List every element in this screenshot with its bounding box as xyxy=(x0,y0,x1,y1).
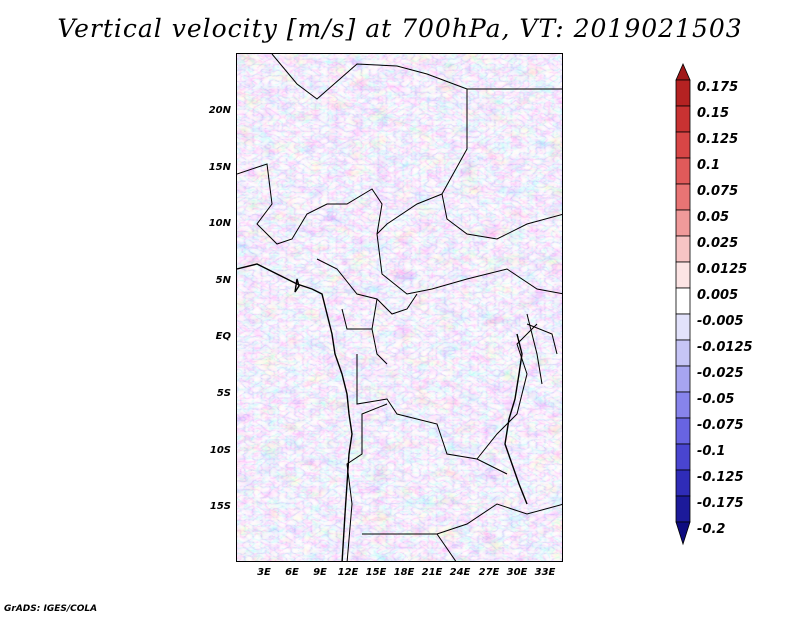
lon-tick-label: 33E xyxy=(534,567,556,578)
lon-tick-label: 3E xyxy=(257,567,271,578)
colorbar-segment xyxy=(675,391,691,419)
colorbar-segment xyxy=(675,209,691,237)
lat-tick-label: 15N xyxy=(208,162,231,173)
lat-tick-label: 5N xyxy=(215,275,231,286)
colorbar-segment xyxy=(675,261,691,289)
lon-tick-label: 30E xyxy=(506,567,528,578)
colorbar-label: -0.05 xyxy=(697,392,735,407)
colorbar-segment xyxy=(675,495,691,523)
lon-tick-label: 21E xyxy=(421,567,443,578)
vertical-velocity-field xyxy=(237,54,562,561)
colorbar-label: 0.0125 xyxy=(697,262,748,277)
lon-tick-label: 18E xyxy=(393,567,415,578)
colorbar-label: 0.075 xyxy=(697,184,739,199)
colorbar-label: -0.2 xyxy=(697,522,726,537)
colorbar-label: 0.005 xyxy=(697,288,739,303)
colorbar-label: 0.15 xyxy=(697,106,730,121)
colorbar-label: -0.175 xyxy=(697,496,744,511)
lon-tick-label: 9E xyxy=(313,567,327,578)
lon-tick-label: 12E xyxy=(337,567,359,578)
grads-credit: GrADS: IGES/COLA xyxy=(4,604,98,614)
colorbar-label: -0.1 xyxy=(697,444,726,459)
colorbar-segment xyxy=(675,443,691,471)
lon-tick-label: 6E xyxy=(285,567,299,578)
map-title: Vertical velocity [m/s] at 700hPa, VT: 2… xyxy=(57,14,743,43)
colorbar-segment xyxy=(675,157,691,185)
map-panel xyxy=(236,53,563,562)
colorbar-segment xyxy=(675,105,691,133)
colorbar-segment xyxy=(675,287,691,315)
lat-tick-label: EQ xyxy=(215,331,231,342)
colorbar-label: 0.1 xyxy=(697,158,721,173)
colorbar-label: -0.075 xyxy=(697,418,744,433)
colorbar-label: 0.175 xyxy=(697,80,739,95)
colorbar-segment xyxy=(675,131,691,159)
colorbar-label: -0.005 xyxy=(697,314,744,329)
colorbar-label: -0.0125 xyxy=(697,340,753,355)
colorbar-segment xyxy=(675,417,691,445)
colorbar-segment xyxy=(675,79,691,107)
colorbar-segment xyxy=(675,365,691,393)
colorbar-segment xyxy=(675,63,691,81)
lat-tick-label: 10N xyxy=(208,218,231,229)
colorbar-segment xyxy=(675,469,691,497)
colorbar-segment xyxy=(675,521,691,546)
lat-tick-label: 10S xyxy=(209,445,231,456)
lon-tick-label: 27E xyxy=(478,567,500,578)
colorbar-label: 0.05 xyxy=(697,210,730,225)
lat-tick-label: 20N xyxy=(208,105,231,116)
colorbar-segment xyxy=(675,235,691,263)
lon-tick-label: 15E xyxy=(365,567,387,578)
colorbar-segment xyxy=(675,339,691,367)
lat-tick-label: 5S xyxy=(216,388,231,399)
colorbar-segment xyxy=(675,313,691,341)
colorbar-label: -0.125 xyxy=(697,470,744,485)
lon-tick-label: 24E xyxy=(449,567,471,578)
colorbar-label: 0.125 xyxy=(697,132,739,147)
colorbar-label: -0.025 xyxy=(697,366,744,381)
lat-tick-label: 15S xyxy=(209,501,231,512)
colorbar-segment xyxy=(675,183,691,211)
colorbar-label: 0.025 xyxy=(697,236,739,251)
colorbar xyxy=(675,63,691,546)
